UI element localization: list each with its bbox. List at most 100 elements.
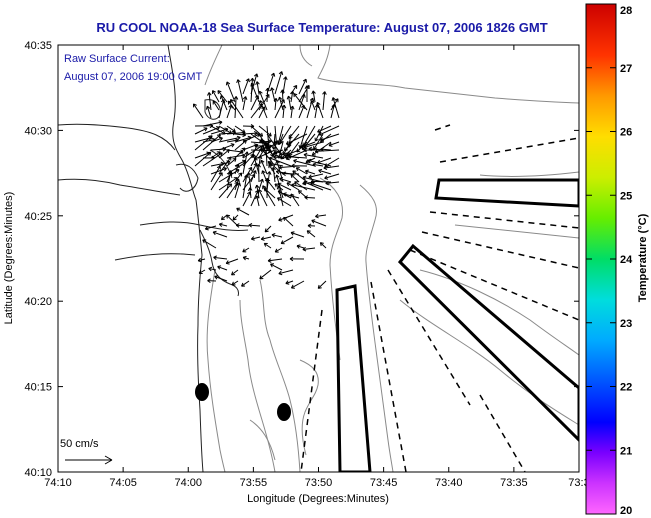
x-tick-label: 73:50 — [305, 477, 333, 489]
current-vector — [315, 213, 327, 219]
current-vector — [194, 151, 212, 167]
current-vector — [212, 100, 220, 111]
colorbar-tick-label: 20 — [620, 505, 632, 517]
current-vector — [242, 78, 250, 95]
current-vector — [307, 223, 316, 229]
current-vector — [276, 185, 284, 207]
current-vector — [291, 182, 316, 191]
current-vector — [236, 79, 244, 103]
current-vector — [279, 125, 292, 144]
x-tick-label: 73:40 — [435, 477, 463, 489]
current-vector — [285, 280, 294, 285]
current-vector — [198, 269, 206, 274]
current-vector — [300, 141, 316, 149]
current-vector — [281, 104, 287, 119]
current-vector — [277, 182, 292, 191]
current-vector — [232, 214, 239, 221]
current-vector — [213, 255, 228, 260]
current-vector — [219, 95, 228, 111]
current-vector — [226, 170, 233, 191]
current-vector — [280, 89, 285, 103]
current-vector — [294, 181, 308, 191]
current-vector — [202, 239, 217, 249]
current-vector — [254, 184, 260, 199]
current-vector — [274, 71, 284, 95]
y-axis-ticks: 40:35 40:30 40:25 40:20 40:15 40:10 — [24, 40, 579, 479]
figure-title: RU COOL NOAA-18 Sea Surface Temperature:… — [96, 20, 547, 35]
current-vector — [208, 266, 217, 272]
current-vector — [286, 95, 292, 111]
current-vector — [278, 269, 294, 276]
colorbar-ticks: 28 27 26 25 24 23 22 21 20 — [586, 3, 633, 517]
current-vector — [288, 125, 300, 140]
current-vector — [311, 219, 327, 227]
current-vector — [291, 163, 308, 169]
current-vector — [255, 195, 260, 207]
current-vector — [311, 90, 316, 103]
y-tick-label: 40:20 — [24, 296, 52, 308]
plot-area — [58, 45, 579, 472]
current-vector — [247, 187, 253, 199]
current-vector — [250, 236, 261, 241]
current-vector — [293, 93, 308, 111]
current-vector — [265, 87, 270, 103]
current-vector — [283, 133, 300, 152]
current-vector — [214, 275, 228, 282]
current-vector — [290, 280, 305, 289]
current-vector — [226, 125, 236, 133]
current-vector — [304, 195, 316, 200]
current-vector — [266, 72, 276, 95]
current-vector — [205, 105, 212, 119]
current-vector — [303, 141, 324, 149]
current-vector — [271, 166, 276, 183]
current-vector — [318, 125, 340, 136]
current-vector — [258, 100, 268, 119]
current-vector — [296, 244, 305, 249]
colorbar-tick-label: 23 — [620, 318, 632, 330]
current-vector — [218, 135, 241, 143]
y-tick-label: 40:10 — [24, 467, 52, 479]
current-vector — [231, 280, 239, 286]
current-vector — [268, 156, 292, 167]
current-vector — [218, 222, 228, 227]
current-vector — [285, 133, 308, 145]
current-vector — [279, 177, 292, 183]
current-vector — [260, 159, 268, 175]
current-vector — [317, 280, 327, 289]
current-vector — [242, 151, 249, 175]
current-vector — [264, 225, 272, 233]
colorbar-tick-label: 24 — [620, 254, 633, 266]
current-vector — [256, 163, 261, 183]
current-vector — [204, 225, 217, 231]
current-vector — [316, 101, 324, 119]
current-vector — [295, 167, 308, 175]
current-vector — [273, 98, 279, 111]
current-vector — [250, 143, 259, 159]
station-marker — [277, 403, 291, 421]
current-vector — [211, 90, 220, 103]
current-vector — [210, 151, 221, 159]
current-vector — [304, 85, 310, 103]
current-vector — [310, 100, 316, 111]
x-tick-label: 73:45 — [370, 477, 398, 489]
disposal-areas — [335, 178, 579, 472]
colorbar-tick-label: 28 — [620, 5, 632, 17]
current-vector — [325, 180, 340, 186]
scale-label: 50 cm/s — [60, 438, 99, 450]
current-vector — [207, 92, 212, 111]
current-vector — [274, 247, 283, 253]
x-axis-label: Longitude (Degrees:Minutes) — [247, 493, 389, 505]
colorbar-tick-label: 22 — [620, 382, 632, 394]
current-vector — [242, 247, 250, 253]
current-vector — [218, 183, 233, 199]
current-vector — [290, 174, 300, 183]
current-vector — [246, 172, 252, 191]
current-vector — [253, 149, 276, 161]
current-vector — [290, 231, 305, 238]
current-vector — [234, 164, 240, 175]
current-vector — [226, 157, 237, 167]
current-vector — [250, 170, 257, 183]
current-vector — [230, 99, 244, 119]
current-vector — [225, 81, 236, 103]
x-tick-label: 73:3 — [568, 477, 589, 489]
